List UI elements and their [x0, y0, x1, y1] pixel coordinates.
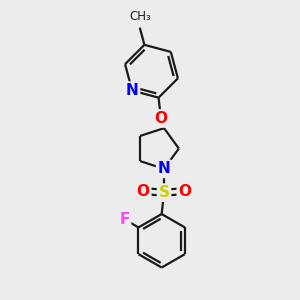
Text: N: N: [158, 161, 170, 176]
Text: O: O: [154, 111, 167, 126]
Text: O: O: [178, 184, 191, 199]
Text: N: N: [126, 83, 139, 98]
Text: S: S: [158, 185, 169, 200]
Text: O: O: [137, 184, 150, 199]
Text: F: F: [119, 212, 130, 227]
Text: CH₃: CH₃: [129, 10, 151, 23]
